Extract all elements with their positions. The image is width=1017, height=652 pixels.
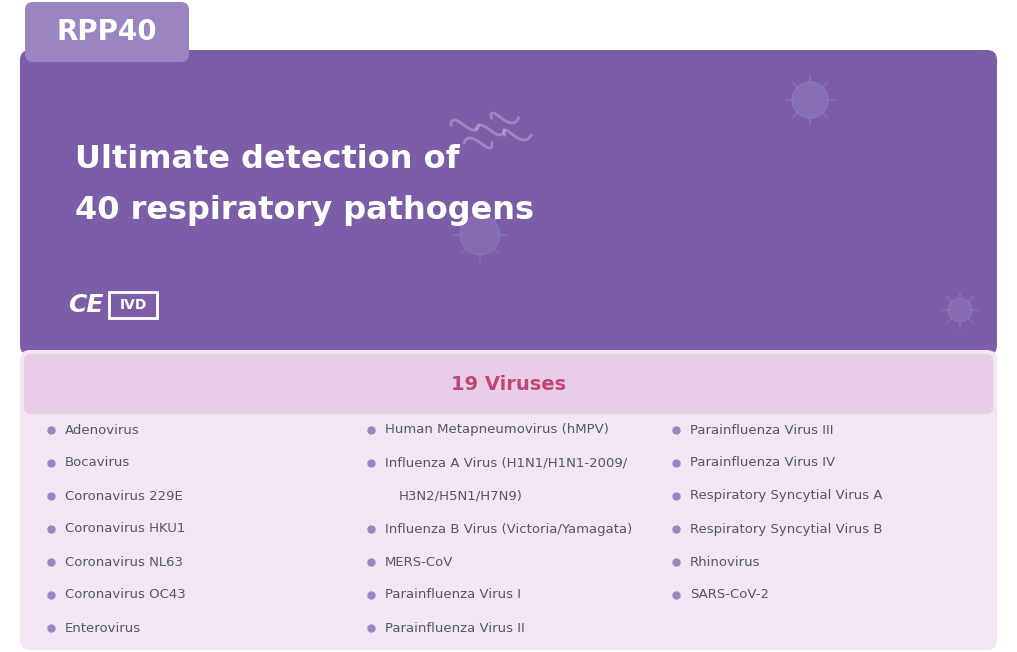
Text: Respiratory Syncytial Virus B: Respiratory Syncytial Virus B (690, 522, 883, 535)
Text: Influenza A Virus (H1N1/H1N1-2009/: Influenza A Virus (H1N1/H1N1-2009/ (385, 456, 627, 469)
Text: H3N2/H5N1/H7N9): H3N2/H5N1/H7N9) (399, 490, 523, 503)
Text: Parainfluenza Virus IV: Parainfluenza Virus IV (690, 456, 835, 469)
Circle shape (792, 82, 828, 118)
Text: Coronavirus 229E: Coronavirus 229E (65, 490, 183, 503)
Text: Coronavirus NL63: Coronavirus NL63 (65, 556, 183, 569)
Text: MERS-CoV: MERS-CoV (385, 556, 454, 569)
Text: IVD: IVD (119, 298, 146, 312)
Text: CE: CE (68, 293, 104, 317)
FancyBboxPatch shape (24, 354, 993, 414)
FancyBboxPatch shape (25, 2, 189, 62)
Text: SARS-CoV-2: SARS-CoV-2 (690, 589, 769, 602)
Text: Human Metapneumovirus (hMPV): Human Metapneumovirus (hMPV) (385, 424, 609, 436)
FancyBboxPatch shape (20, 50, 997, 355)
Text: 40 respiratory pathogens: 40 respiratory pathogens (75, 194, 534, 226)
Text: Respiratory Syncytial Virus A: Respiratory Syncytial Virus A (690, 490, 883, 503)
FancyBboxPatch shape (20, 350, 997, 650)
Text: Influenza B Virus (Victoria/Yamagata): Influenza B Virus (Victoria/Yamagata) (385, 522, 633, 535)
Text: Ultimate detection of: Ultimate detection of (75, 145, 460, 175)
Text: Parainfluenza Virus II: Parainfluenza Virus II (385, 621, 525, 634)
Circle shape (948, 298, 972, 322)
Text: 19 Viruses: 19 Viruses (451, 374, 566, 394)
Text: RPP40: RPP40 (57, 18, 158, 46)
Text: Coronavirus HKU1: Coronavirus HKU1 (65, 522, 185, 535)
Text: Parainfluenza Virus III: Parainfluenza Virus III (690, 424, 834, 436)
Circle shape (460, 215, 500, 255)
Text: Enterovirus: Enterovirus (65, 621, 141, 634)
Text: Parainfluenza Virus I: Parainfluenza Virus I (385, 589, 521, 602)
Text: Rhinovirus: Rhinovirus (690, 556, 761, 569)
Text: Adenovirus: Adenovirus (65, 424, 139, 436)
Text: Coronavirus OC43: Coronavirus OC43 (65, 589, 186, 602)
Text: Bocavirus: Bocavirus (65, 456, 130, 469)
